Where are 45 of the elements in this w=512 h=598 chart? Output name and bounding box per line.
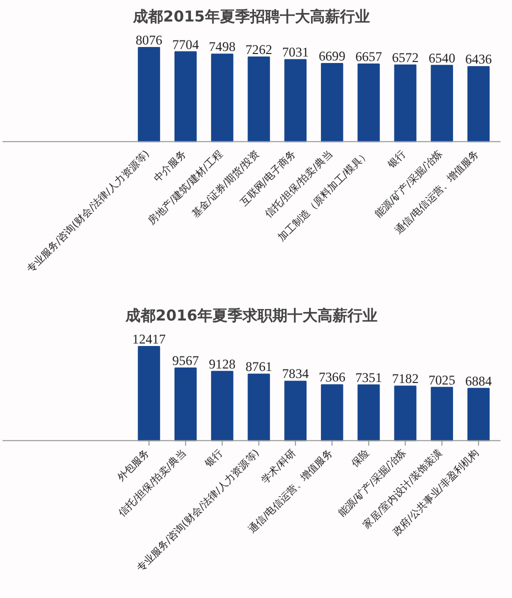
data-label: 6540	[428, 50, 456, 66]
bar	[248, 56, 270, 142]
bar	[320, 384, 344, 442]
chart-title: 成都2016年夏季求职期十大高薪行业	[124, 306, 378, 324]
x-tick-label: 银行	[386, 148, 408, 172]
bar	[138, 46, 160, 142]
bar	[211, 370, 234, 442]
data-label: 6572	[392, 50, 419, 65]
data-label: 6699	[318, 48, 346, 64]
bar	[248, 374, 270, 442]
data-label: 7351	[355, 370, 382, 385]
bar	[467, 388, 490, 442]
data-label: 8076	[136, 32, 163, 48]
bar	[358, 63, 380, 142]
data-label: 12417	[132, 331, 166, 346]
data-label: 7498	[208, 39, 236, 54]
data-label: 9567	[172, 353, 200, 368]
data-label: 8761	[245, 359, 272, 374]
bar	[394, 386, 416, 442]
bar	[358, 384, 380, 442]
x-tick-label: 银行	[202, 448, 226, 470]
bar	[430, 64, 454, 142]
data-label: 6657	[355, 48, 382, 64]
data-label: 7262	[245, 42, 272, 57]
bar	[284, 59, 307, 142]
data-label: 7031	[282, 44, 309, 60]
bar	[174, 368, 197, 442]
bar	[430, 386, 454, 442]
x-tick-label: 保险	[348, 447, 372, 470]
bar	[174, 51, 197, 142]
data-label: 6436	[465, 52, 492, 67]
bar	[394, 64, 416, 142]
data-label: 7704	[172, 36, 200, 52]
bar	[138, 346, 160, 442]
chart-title: 成都2015年夏季招聘十大高薪行业	[132, 8, 370, 26]
bar	[320, 63, 344, 142]
data-label: 9128	[208, 356, 236, 372]
bar	[211, 54, 234, 142]
bar	[467, 66, 490, 142]
data-label: 6884	[465, 373, 492, 388]
bar	[284, 380, 307, 442]
data-label: 7834	[282, 366, 310, 382]
data-label: 7366	[318, 370, 346, 385]
data-label: 7182	[392, 371, 419, 386]
data-label: 7025	[428, 372, 456, 388]
